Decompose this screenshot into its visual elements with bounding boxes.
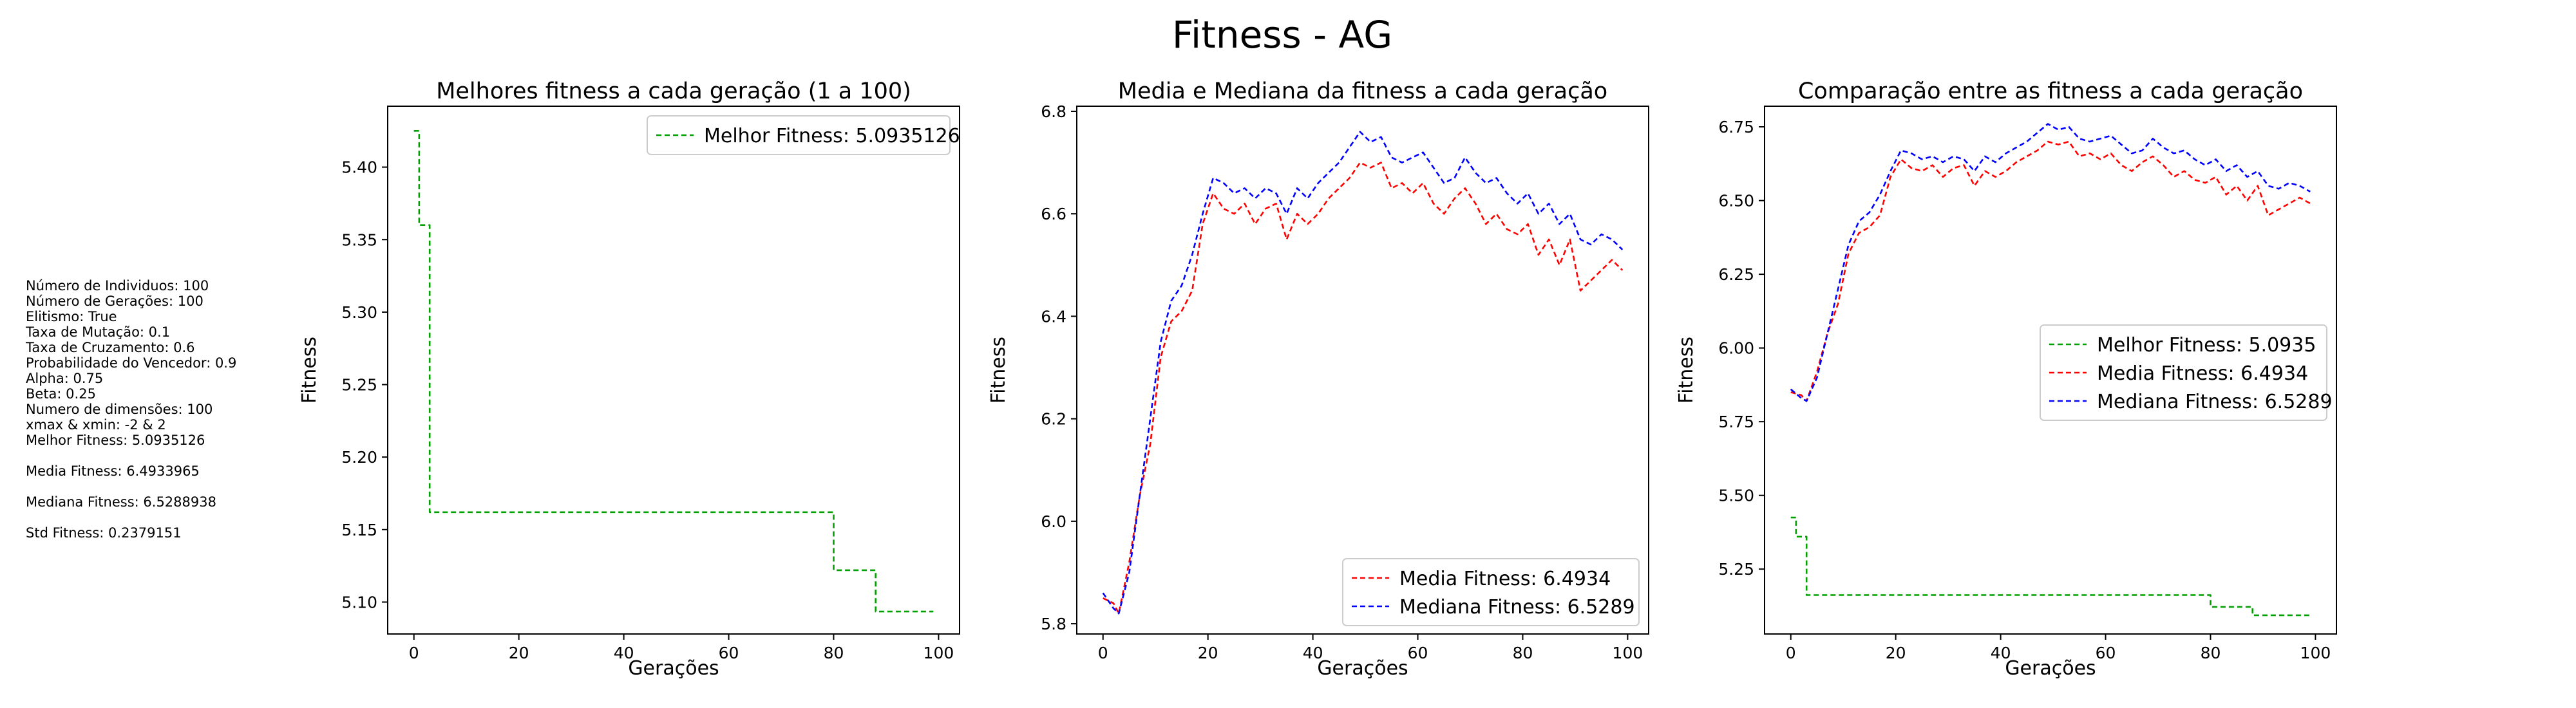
y-tick-label: 6.2 [1041, 410, 1066, 429]
legend-box [2040, 324, 2327, 421]
legend-label: Media Fitness: 6.4934 [2097, 362, 2308, 385]
x-tick-label: 80 [2201, 644, 2221, 662]
x-tick-label: 60 [2096, 644, 2116, 662]
y-tick-label: 5.35 [341, 230, 377, 249]
x-tick-label: 40 [614, 644, 634, 662]
x-tick-label: 20 [1886, 644, 1906, 662]
legend-label: Mediana Fitness: 6.5289 [2097, 391, 2333, 413]
chart-title: Melhores fitness a cada geração (1 a 100… [436, 79, 911, 104]
chart-title: Comparação entre as fitness a cada geraç… [1798, 79, 2303, 104]
x-tick-label: 0 [1786, 644, 1796, 662]
y-tick-label: 6.75 [1718, 118, 1754, 136]
x-tick-label: 100 [923, 644, 954, 662]
y-tick-label: 6.50 [1718, 192, 1754, 210]
param-line: Elitismo: True [26, 309, 117, 324]
chart-title: Media e Mediana da fitness a cada geraçã… [1118, 79, 1607, 104]
y-axis-label: Fitness [298, 337, 321, 404]
y-tick-label: 6.00 [1718, 339, 1754, 358]
param-line: Número de Individuos: 100 [26, 278, 209, 293]
x-axis-label: Gerações [1317, 657, 1408, 680]
series-line-1 [1103, 162, 1624, 615]
param-line: Número de Gerações: 100 [26, 293, 204, 309]
param-line: Taxa de Cruzamento: 0.6 [26, 340, 195, 355]
legend: Melhor Fitness: 5.0935 Media Fitness: 6.4… [2040, 324, 2333, 421]
figure-title: Fitness - AG [1172, 13, 1392, 57]
chart-panel-2: Media e Mediana da fitness a cada geraçã… [987, 79, 1649, 680]
series-line-1 [1790, 516, 2311, 617]
y-tick-label: 6.25 [1718, 265, 1754, 284]
x-axis-label: Gerações [628, 657, 719, 680]
x-tick-label: 40 [1991, 644, 2011, 662]
legend-box [1342, 558, 1640, 626]
x-tick-label: 0 [409, 644, 419, 662]
y-tick-label: 5.50 [1718, 487, 1754, 505]
chart-panel-1: Melhores fitness a cada geração (1 a 100… [298, 79, 960, 680]
charts-group: Melhores fitness a cada geração (1 a 100… [298, 79, 2337, 680]
plot-frame [1764, 106, 2337, 635]
series-line-3 [1790, 123, 2311, 402]
param-line: Std Fitness: 0.2379151 [26, 525, 182, 541]
param-line: Numero de dimensões: 100 [26, 402, 213, 417]
x-tick-label: 100 [2300, 644, 2331, 662]
legend-label: Melhor Fitness: 5.0935 [2097, 334, 2316, 357]
x-axis-label: Gerações [2005, 657, 2096, 680]
plot-frame [1076, 106, 1649, 635]
y-tick-label: 5.25 [1718, 560, 1754, 579]
series-line-2 [1102, 131, 1624, 615]
y-tick-label: 5.8 [1041, 615, 1066, 633]
param-line: Media Fitness: 6.4933965 [26, 463, 200, 479]
x-tick-label: 60 [1408, 644, 1428, 662]
y-tick-label: 5.75 [1718, 413, 1754, 431]
y-tick-label: 6.0 [1041, 512, 1066, 531]
param-line: Mediana Fitness: 6.5288938 [26, 494, 216, 510]
param-line: Alpha: 0.75 [26, 371, 104, 386]
y-tick-label: 5.15 [341, 521, 377, 539]
param-spacer [26, 510, 236, 525]
x-tick-label: 40 [1303, 644, 1323, 662]
y-tick-label: 6.4 [1041, 307, 1066, 326]
param-spacer [26, 448, 236, 463]
param-line: Beta: 0.25 [26, 386, 96, 402]
y-tick-label: 5.10 [341, 593, 377, 611]
y-tick-label: 5.40 [341, 158, 377, 177]
legend: Melhor Fitness: 5.0935126 [647, 115, 960, 155]
x-tick-label: 20 [509, 644, 529, 662]
legend-label: Melhor Fitness: 5.0935126 [704, 125, 960, 147]
x-tick-label: 80 [824, 644, 844, 662]
series-line-1 [413, 130, 934, 613]
y-tick-label: 5.20 [341, 448, 377, 467]
parameters-panel: Número de Individuos: 100 Número de Geraç… [26, 278, 236, 541]
y-tick-label: 5.30 [341, 303, 377, 322]
legend: Media Fitness: 6.4934 Mediana Fitness: 6.… [1342, 558, 1640, 626]
legend-label: Media Fitness: 6.4934 [1399, 568, 1611, 590]
param-spacer [26, 479, 236, 494]
chart-panel-3: Comparação entre as fitness a cada geraç… [1675, 79, 2337, 680]
param-line: Melhor Fitness: 5.0935126 [26, 433, 205, 448]
y-tick-label: 6.6 [1041, 205, 1066, 223]
x-tick-label: 0 [1098, 644, 1108, 662]
param-line: xmax & xmin: -2 & 2 [26, 417, 166, 433]
x-tick-label: 80 [1513, 644, 1533, 662]
y-axis-label: Fitness [987, 337, 1010, 404]
legend-box [647, 115, 951, 155]
legend-label: Mediana Fitness: 6.5289 [1399, 596, 1635, 619]
x-tick-label: 60 [719, 644, 739, 662]
y-tick-label: 6.8 [1041, 102, 1066, 121]
y-tick-label: 5.25 [341, 376, 377, 395]
y-axis-label: Fitness [1675, 337, 1698, 404]
series-line-2 [1790, 140, 2311, 402]
param-line: Probabilidade do Vencedor: 0.9 [26, 355, 237, 371]
x-tick-label: 100 [1613, 644, 1643, 662]
x-tick-label: 20 [1198, 644, 1218, 662]
param-line: Taxa de Mutação: 0.1 [26, 324, 171, 340]
plot-frame [387, 106, 960, 635]
